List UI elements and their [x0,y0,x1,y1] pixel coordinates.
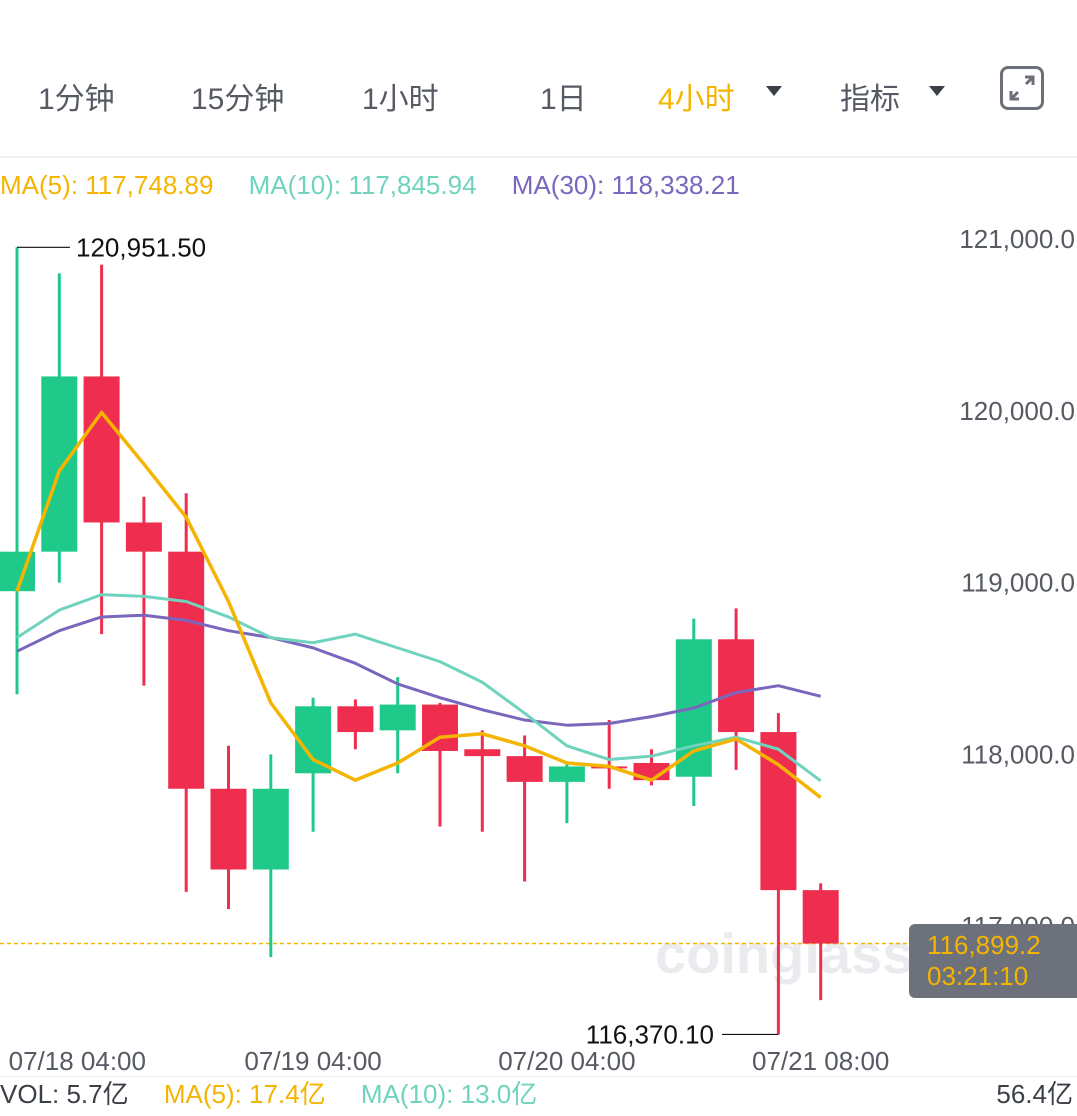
volume-legend: VOL: 5.7亿 MA(5): 17.4亿 MA(10): 13.0亿 [0,1074,565,1111]
vol-ma10-value: MA(10): 13.0亿 [360,1079,538,1109]
y-tick-label: 120,000.0 [959,396,1075,426]
ma-legend: MA(5): 117,748.89 MA(10): 117,845.94 MA(… [0,170,768,201]
candle-body [337,706,374,733]
indicator-dropdown[interactable]: 指标 [840,83,900,116]
y-tick-label: 121,000.0 [959,224,1075,254]
vol-value: VOL: 5.7亿 [0,1079,129,1109]
candle-body [379,704,416,731]
tab-4hour[interactable]: 4小时 [658,83,735,116]
tab-15min[interactable]: 15分钟 [191,83,285,116]
candle-body [506,756,543,782]
x-tick-label: 07/21 08:00 [752,1046,889,1076]
candle-body [548,766,585,782]
tab-1day[interactable]: 1日 [540,83,587,116]
expand-icon-glyph [1009,75,1035,101]
candle-body [464,749,501,757]
x-tick-label: 07/20 04:00 [498,1046,635,1076]
candle-body [210,788,247,870]
low-price-label: 116,370.10 [586,1019,714,1049]
x-tick-label: 07/19 04:00 [244,1046,381,1076]
volume-divider [0,1076,1077,1077]
ma30-line [16,613,822,727]
toolbar-divider [0,156,1077,158]
expand-icon[interactable] [1000,66,1044,110]
high-price-label: 120,951.50 [76,232,206,262]
ma5-line [15,410,822,799]
current-price-tag: 116,899.2 03:21:10 [909,924,1077,998]
candle-body [252,788,289,870]
candle-body [295,706,332,774]
candle-body [802,890,839,944]
x-tick-label: 07/18 04:00 [9,1046,146,1076]
tab-1hour[interactable]: 1小时 [362,83,439,116]
candle-countdown: 03:21:10 [927,961,1029,991]
candle-body [83,376,120,523]
y-tick-label: 119,000.0 [961,568,1075,598]
chevron-down-icon[interactable] [766,86,782,96]
tab-1min[interactable]: 1分钟 [38,83,115,116]
ma10-line [16,593,822,783]
chevron-down-icon[interactable] [929,86,945,96]
vol-ma5-value: MA(5): 17.4亿 [163,1079,326,1109]
ma30-value: MA(30): 118,338.21 [511,170,740,200]
candle-body [125,522,162,552]
ma10-value: MA(10): 117,845.94 [248,170,477,200]
volume-max: 56.4亿 [996,1079,1073,1109]
interval-toolbar: 1分钟 15分钟 1小时 1日 4小时 指标 [0,56,1077,128]
candle-body [168,551,205,789]
y-tick-label: 118,000.0 [961,739,1075,769]
ma5-value: MA(5): 117,748.89 [0,170,214,200]
current-price: 116,899.2 [927,930,1041,960]
candle-body [41,376,78,552]
watermark-text: coinglass [655,922,913,985]
candle-body [718,639,755,733]
